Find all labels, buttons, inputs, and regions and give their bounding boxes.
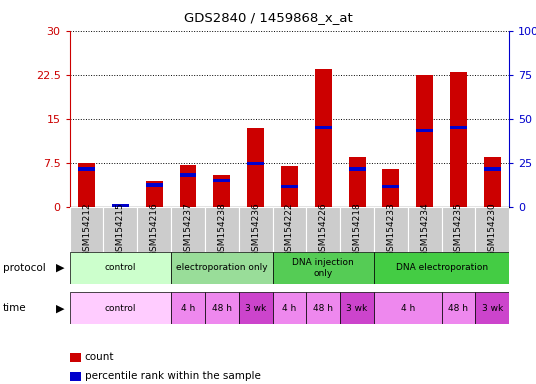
Bar — [180, 165, 197, 207]
Bar — [348, 157, 366, 207]
Bar — [272, 207, 307, 252]
Text: GSM154212: GSM154212 — [82, 202, 91, 257]
Bar — [247, 128, 264, 207]
Bar — [374, 252, 509, 284]
Bar — [382, 169, 399, 207]
Text: 4 h: 4 h — [400, 304, 415, 313]
Bar — [70, 207, 103, 252]
Bar — [103, 207, 137, 252]
Bar — [416, 129, 433, 132]
Text: 3 wk: 3 wk — [346, 304, 368, 313]
Bar — [340, 207, 374, 252]
Text: 3 wk: 3 wk — [482, 304, 503, 313]
Text: electroporation only: electroporation only — [176, 263, 267, 272]
Text: protocol: protocol — [3, 263, 46, 273]
Bar — [281, 185, 298, 189]
Text: control: control — [105, 263, 136, 272]
Bar — [315, 69, 332, 207]
Text: GSM154215: GSM154215 — [116, 202, 125, 257]
Bar — [70, 292, 171, 324]
Bar — [484, 157, 501, 207]
Text: ▶: ▶ — [56, 303, 65, 313]
Text: DNA injection
only: DNA injection only — [292, 258, 354, 278]
Text: ▶: ▶ — [56, 263, 65, 273]
Bar — [205, 207, 239, 252]
Text: GSM154236: GSM154236 — [251, 202, 260, 257]
Bar — [408, 207, 442, 252]
Text: GSM154222: GSM154222 — [285, 202, 294, 257]
Bar — [247, 162, 264, 165]
Text: GSM154238: GSM154238 — [217, 202, 226, 257]
Bar — [374, 207, 408, 252]
Bar — [239, 207, 272, 252]
Bar — [112, 204, 129, 207]
Bar — [70, 252, 171, 284]
Text: count: count — [85, 352, 114, 362]
Text: 4 h: 4 h — [282, 304, 296, 313]
Bar — [450, 126, 467, 129]
Text: 4 h: 4 h — [181, 304, 195, 313]
Text: 48 h: 48 h — [212, 304, 232, 313]
Text: control: control — [105, 304, 136, 313]
Bar — [450, 72, 467, 207]
Bar — [442, 207, 475, 252]
Bar — [146, 184, 162, 187]
Bar — [475, 207, 509, 252]
Bar — [382, 185, 399, 189]
Text: GSM154226: GSM154226 — [319, 202, 327, 257]
Text: GSM154234: GSM154234 — [420, 202, 429, 257]
Bar — [348, 167, 366, 171]
Bar — [180, 173, 197, 177]
Bar — [315, 126, 332, 129]
Text: 48 h: 48 h — [313, 304, 333, 313]
Bar — [146, 181, 162, 207]
Bar — [272, 252, 374, 284]
Bar — [171, 292, 205, 324]
Bar — [281, 166, 298, 207]
Bar — [442, 292, 475, 324]
Bar — [78, 163, 95, 207]
Bar — [416, 75, 433, 207]
Text: 48 h: 48 h — [449, 304, 468, 313]
Bar — [171, 252, 272, 284]
Bar — [307, 207, 340, 252]
Text: GSM154230: GSM154230 — [488, 202, 497, 257]
Bar — [307, 292, 340, 324]
Text: percentile rank within the sample: percentile rank within the sample — [85, 371, 260, 381]
Text: GDS2840 / 1459868_x_at: GDS2840 / 1459868_x_at — [184, 12, 352, 25]
Bar — [213, 179, 230, 182]
Bar — [137, 207, 171, 252]
Text: GSM154237: GSM154237 — [183, 202, 192, 257]
Text: GSM154235: GSM154235 — [454, 202, 463, 257]
Bar — [484, 167, 501, 171]
Bar — [213, 175, 230, 207]
Text: 3 wk: 3 wk — [245, 304, 266, 313]
Bar — [78, 167, 95, 171]
Text: GSM154216: GSM154216 — [150, 202, 159, 257]
Bar — [272, 292, 307, 324]
Text: DNA electroporation: DNA electroporation — [396, 263, 488, 272]
Text: GSM154218: GSM154218 — [353, 202, 362, 257]
Bar — [171, 207, 205, 252]
Bar — [374, 292, 442, 324]
Bar — [475, 292, 509, 324]
Text: time: time — [3, 303, 26, 313]
Bar — [205, 292, 239, 324]
Bar — [340, 292, 374, 324]
Bar — [239, 292, 272, 324]
Bar — [112, 205, 129, 207]
Text: GSM154233: GSM154233 — [386, 202, 396, 257]
